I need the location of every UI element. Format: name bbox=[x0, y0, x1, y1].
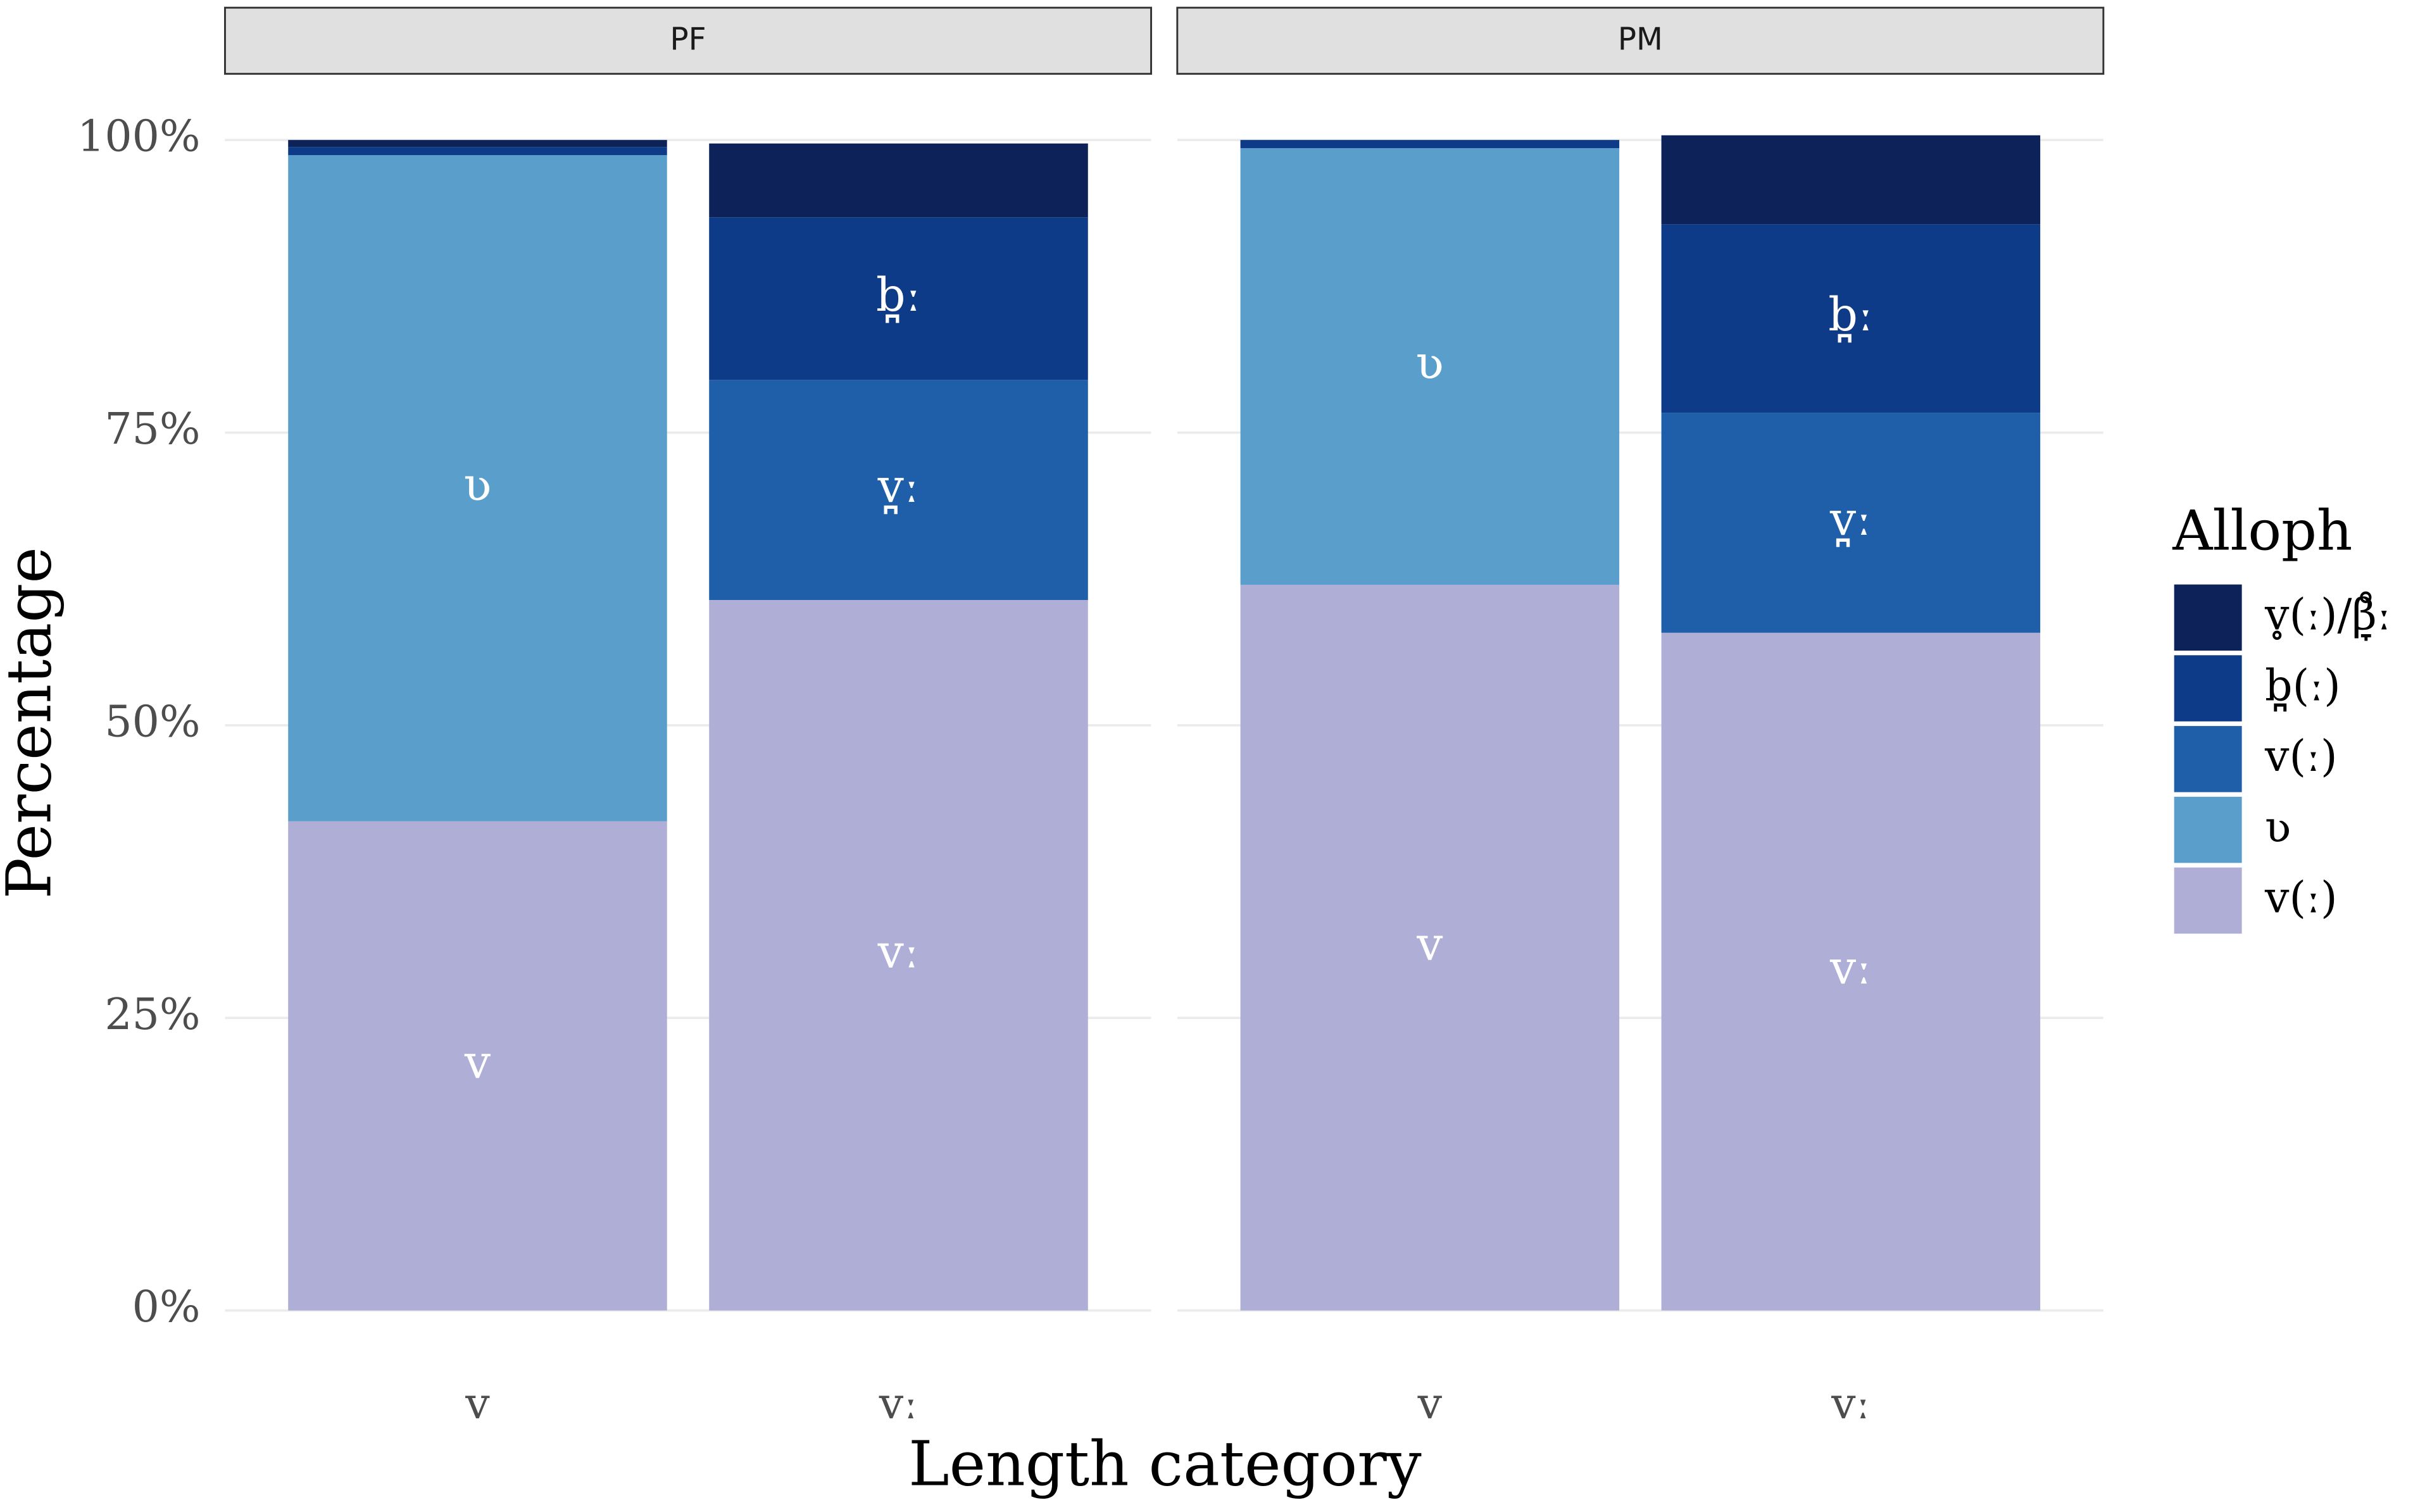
facet-strip bbox=[1176, 6, 2105, 75]
legend-label: ʋ bbox=[2265, 803, 2291, 853]
segment-label: ʋ bbox=[463, 458, 491, 511]
segment-label: ʋ bbox=[1416, 336, 1444, 390]
legend-label: b̪(ː) bbox=[2265, 661, 2341, 711]
bar-segment bbox=[1661, 632, 2041, 1311]
legend-key bbox=[2174, 655, 2242, 722]
bar-segment bbox=[709, 600, 1088, 1311]
y-tick-label: 100% bbox=[77, 112, 201, 162]
facet-label: PM bbox=[1618, 22, 1663, 58]
segment-label: v̪ː bbox=[1829, 492, 1872, 547]
bar-segment bbox=[288, 147, 667, 156]
y-tick-label: 25% bbox=[104, 990, 200, 1040]
x-tick-label: v bbox=[465, 1379, 490, 1429]
x-axis-title: Length category bbox=[908, 1428, 1422, 1499]
segment-label: v bbox=[464, 1035, 491, 1089]
bar-segment bbox=[288, 821, 667, 1311]
legend-key bbox=[2174, 584, 2242, 651]
y-tick-label: 50% bbox=[104, 697, 200, 747]
legend-label: v̥(ː)/β̞̊ː bbox=[2264, 590, 2391, 640]
segment-label: v̪ː bbox=[877, 459, 920, 514]
bar-segment bbox=[1661, 224, 2041, 413]
facet-strip bbox=[224, 6, 1152, 75]
legend-label: v(ː) bbox=[2264, 732, 2337, 782]
bar-segment bbox=[288, 140, 667, 147]
legend-key bbox=[2174, 726, 2242, 792]
x-tick-label: vː bbox=[1831, 1379, 1870, 1429]
legend-key bbox=[2174, 867, 2242, 934]
bar-segment bbox=[1240, 140, 1620, 149]
legend-label: v(ː) bbox=[2264, 873, 2337, 923]
segment-label: v bbox=[1416, 917, 1443, 971]
segment-label: b̪ː bbox=[876, 268, 921, 323]
bar-segment bbox=[288, 155, 667, 822]
segment-label: vː bbox=[877, 925, 920, 978]
segment-label: vː bbox=[1829, 941, 1872, 995]
segment-label: b̪ː bbox=[1828, 288, 1873, 342]
y-tick-label: 0% bbox=[132, 1282, 201, 1332]
x-tick-label: vː bbox=[879, 1379, 918, 1429]
x-tick-label: v bbox=[1417, 1379, 1443, 1429]
bar-segment bbox=[1240, 584, 1620, 1311]
legend-key bbox=[2174, 796, 2242, 863]
bar-segment bbox=[709, 217, 1088, 380]
bar-segment bbox=[1661, 135, 2041, 225]
facet-label: PF bbox=[670, 22, 706, 58]
bar-segment bbox=[709, 143, 1088, 218]
y-axis-title: Percentage bbox=[0, 547, 65, 899]
bar-segment bbox=[1661, 413, 2041, 633]
bar-segment bbox=[1240, 148, 1620, 585]
legend-title: Alloph bbox=[2172, 499, 2352, 563]
y-tick-label: 75% bbox=[104, 404, 200, 454]
bar-segment bbox=[709, 380, 1088, 601]
